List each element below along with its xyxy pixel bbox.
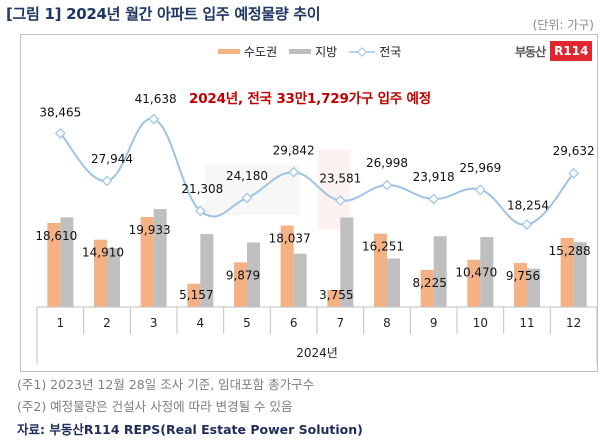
bar-data-label: 19,933 [129, 223, 171, 237]
line-point-national [381, 179, 393, 191]
bar-data-label: 15,288 [549, 244, 591, 258]
x-tick-label: 3 [150, 316, 158, 330]
legend-item-local: 지방 [289, 43, 337, 60]
bar-local [480, 237, 494, 307]
bar-capital [420, 269, 434, 307]
legend-label-capital: 수도권 [244, 45, 278, 59]
line-point-national [241, 192, 253, 204]
line-point-national [521, 219, 533, 230]
bar-data-label: 18,610 [35, 229, 77, 243]
bar-capital [467, 259, 481, 307]
bar-data-label: 14,910 [82, 246, 124, 260]
bar-data-label: 5,157 [179, 288, 213, 302]
line-data-label: 27,944 [91, 152, 133, 166]
bar-capital [47, 222, 61, 307]
line-data-label: 21,308 [181, 182, 223, 196]
legend-line-diamond-icon [349, 46, 376, 57]
bar-data-label: 10,470 [455, 266, 497, 280]
line-data-label: 18,254 [507, 199, 549, 213]
line-data-label: 41,638 [135, 92, 177, 106]
bar-local [60, 217, 74, 307]
bar-local [433, 236, 447, 307]
bar-capital [514, 262, 527, 307]
bar-capital [560, 237, 574, 307]
x-tick-label: 5 [243, 316, 251, 330]
line-national [59, 118, 575, 226]
bar-local [387, 258, 400, 307]
x-tick-label: 11 [519, 316, 534, 330]
bar-capital [280, 225, 294, 307]
bar-data-label: 8,225 [412, 276, 446, 290]
unit-label: (단위: 가구) [532, 18, 594, 32]
bar-data-label: 9,879 [226, 268, 260, 282]
chart-legend: 수도권 지방 전국 [218, 43, 413, 60]
logo-badge: R114 [550, 41, 593, 61]
line-data-label: 29,842 [273, 143, 315, 157]
headline-annotation: 2024년, 전국 33만1,729가구 입주 예정 [189, 91, 431, 107]
line-data-label: 38,465 [39, 105, 81, 119]
bar-data-label: 3,755 [319, 288, 353, 302]
bar-capital [187, 283, 201, 307]
figure-title: [그림 1] 2024년 월간 아파트 입주 예정물량 추이 [6, 5, 321, 23]
line-data-label: 25,969 [459, 161, 501, 175]
legend-item-capital: 수도권 [218, 43, 277, 60]
bar-capital [94, 239, 107, 307]
x-tick-label: 12 [566, 316, 581, 330]
bar-local [340, 217, 354, 307]
note-1: (주1) 2023년 12월 28일 조사 기준, 임대포함 총가구수 [17, 377, 315, 392]
line-data-label: 23,581 [319, 172, 361, 186]
legend-swatch-capital [218, 49, 240, 54]
line-point-national [568, 167, 580, 179]
x-tick-label: 4 [197, 316, 205, 330]
line-data-label: 24,180 [226, 169, 268, 183]
bar-local [200, 234, 214, 307]
line-point-national [101, 175, 113, 187]
line-data-label: 29,632 [553, 144, 595, 158]
legend-item-national: 전국 [349, 43, 401, 60]
line-point-national [334, 195, 346, 206]
bar-capital [374, 233, 387, 307]
x-tick-label: 10 [473, 316, 488, 330]
x-axis-title: 2024년 [296, 346, 338, 360]
legend-label-local: 지방 [315, 45, 338, 59]
bar-local [293, 253, 307, 307]
bar-local [153, 209, 167, 307]
legend-label-national: 전국 [379, 45, 402, 59]
x-tick-label: 1 [57, 316, 65, 330]
bar-capital [140, 217, 154, 307]
bar-local [527, 268, 540, 307]
logo-korean-text: 부동산 [515, 44, 546, 59]
bar-capital [327, 290, 341, 307]
line-data-label: 23,918 [413, 170, 455, 184]
bar-data-label: 16,251 [362, 240, 404, 254]
x-tick-label: 8 [383, 316, 391, 330]
x-tick-label: 7 [337, 316, 345, 330]
source-credit: 자료: 부동산R114 REPS(Real Estate Power Solut… [17, 422, 363, 437]
note-2: (주2) 예정물량은 건설사 사정에 따라 변경될 수 있음 [17, 399, 293, 414]
line-point-national [148, 113, 160, 125]
line-data-label: 26,998 [366, 156, 408, 170]
line-point-national [54, 127, 66, 139]
bar-local [573, 242, 587, 307]
bar-capital [234, 262, 247, 307]
x-tick-label: 6 [290, 316, 298, 330]
line-point-national [194, 205, 206, 217]
legend-swatch-local [289, 49, 312, 54]
bar-local [247, 242, 260, 307]
r114-logo: 부동산 R114 [515, 41, 593, 61]
bar-data-label: 18,037 [269, 232, 311, 246]
line-point-national [288, 166, 300, 178]
line-point-national [428, 193, 440, 205]
x-tick-label: 2 [103, 316, 111, 330]
bar-local [107, 248, 120, 307]
x-tick-label: 9 [430, 316, 438, 330]
bar-data-label: 9,756 [506, 269, 540, 283]
line-point-national [474, 184, 486, 196]
chart-frame [20, 34, 598, 372]
